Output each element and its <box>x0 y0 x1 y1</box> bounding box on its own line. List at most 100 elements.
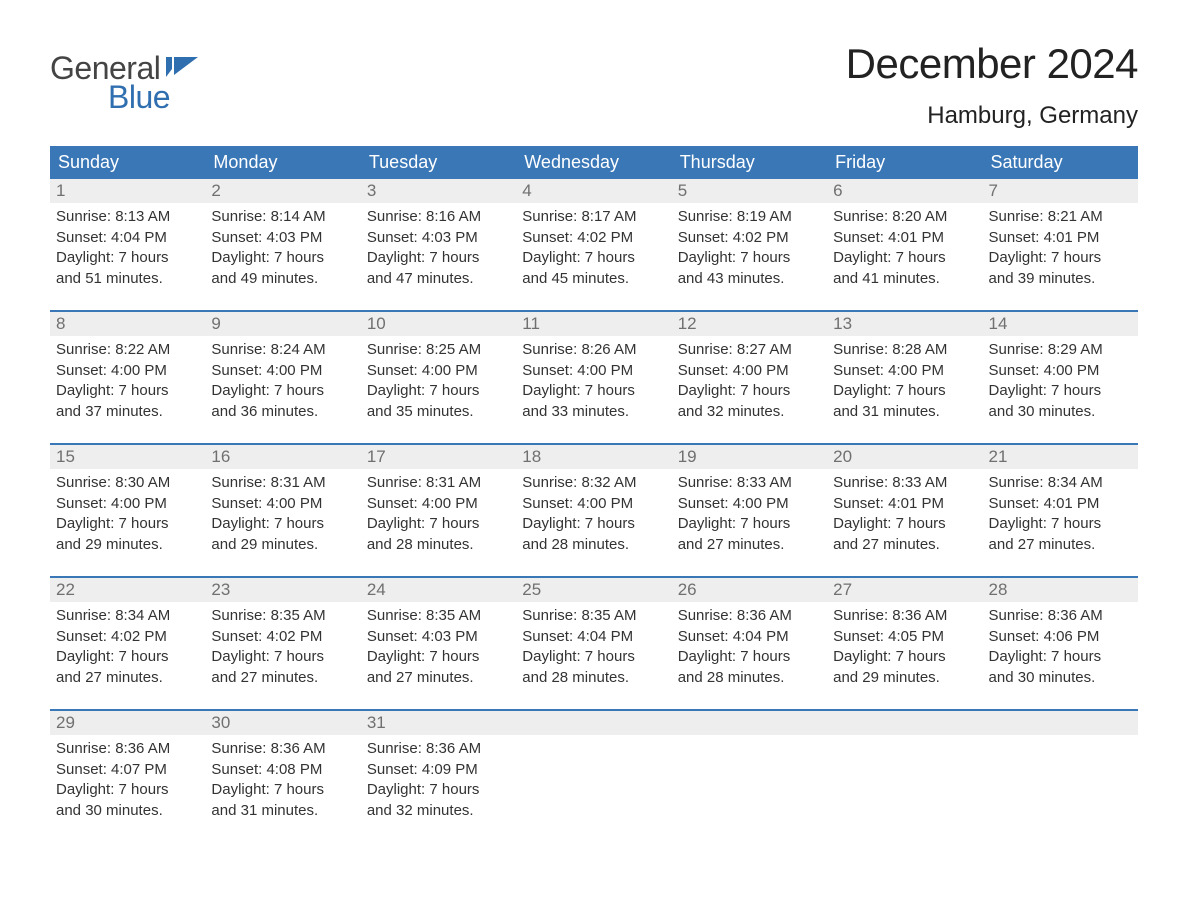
day-detail-cell: Sunrise: 8:20 AMSunset: 4:01 PMDaylight:… <box>827 203 982 311</box>
day-number-cell: 23 <box>205 577 360 602</box>
sunrise-line: Sunrise: 8:17 AM <box>522 207 665 228</box>
calendar-table: Sunday Monday Tuesday Wednesday Thursday… <box>50 146 1138 843</box>
sunrise-line: Sunrise: 8:14 AM <box>211 207 354 228</box>
day-number-cell: 19 <box>672 444 827 469</box>
sunset-line: Sunset: 4:06 PM <box>989 627 1132 648</box>
day-detail-cell: Sunrise: 8:19 AMSunset: 4:02 PMDaylight:… <box>672 203 827 311</box>
day-header: Monday <box>205 146 360 179</box>
sunset-line: Sunset: 4:03 PM <box>211 228 354 249</box>
logo: General Blue <box>50 50 200 116</box>
sunrise-line: Sunrise: 8:16 AM <box>367 207 510 228</box>
sunset-line: Sunset: 4:00 PM <box>522 361 665 382</box>
day-number-cell: 9 <box>205 311 360 336</box>
day-header: Tuesday <box>361 146 516 179</box>
day-number-cell <box>827 710 982 735</box>
day-detail-cell: Sunrise: 8:13 AMSunset: 4:04 PMDaylight:… <box>50 203 205 311</box>
daylight-line: Daylight: 7 hoursand 27 minutes. <box>211 647 354 688</box>
day-number-cell: 13 <box>827 311 982 336</box>
day-header: Sunday <box>50 146 205 179</box>
day-number-cell: 3 <box>361 179 516 203</box>
day-detail-cell <box>827 735 982 843</box>
day-number-row: 293031 <box>50 710 1138 735</box>
sunrise-line: Sunrise: 8:28 AM <box>833 340 976 361</box>
sunset-line: Sunset: 4:00 PM <box>56 494 199 515</box>
day-number-cell: 15 <box>50 444 205 469</box>
sunrise-line: Sunrise: 8:27 AM <box>678 340 821 361</box>
daylight-line: Daylight: 7 hoursand 27 minutes. <box>367 647 510 688</box>
day-number-row: 22232425262728 <box>50 577 1138 602</box>
sunrise-line: Sunrise: 8:36 AM <box>833 606 976 627</box>
day-number-cell <box>983 710 1138 735</box>
day-detail-cell: Sunrise: 8:24 AMSunset: 4:00 PMDaylight:… <box>205 336 360 444</box>
day-number-cell: 30 <box>205 710 360 735</box>
day-detail-cell: Sunrise: 8:36 AMSunset: 4:09 PMDaylight:… <box>361 735 516 843</box>
daylight-line: Daylight: 7 hoursand 28 minutes. <box>522 647 665 688</box>
daylight-line: Daylight: 7 hoursand 28 minutes. <box>678 647 821 688</box>
sunrise-line: Sunrise: 8:34 AM <box>56 606 199 627</box>
sunrise-line: Sunrise: 8:31 AM <box>367 473 510 494</box>
sunset-line: Sunset: 4:03 PM <box>367 627 510 648</box>
daylight-line: Daylight: 7 hoursand 27 minutes. <box>56 647 199 688</box>
day-detail-cell: Sunrise: 8:35 AMSunset: 4:02 PMDaylight:… <box>205 602 360 710</box>
day-header: Saturday <box>983 146 1138 179</box>
sunset-line: Sunset: 4:01 PM <box>989 494 1132 515</box>
day-detail-cell: Sunrise: 8:25 AMSunset: 4:00 PMDaylight:… <box>361 336 516 444</box>
daylight-line: Daylight: 7 hoursand 28 minutes. <box>367 514 510 555</box>
day-detail-row: Sunrise: 8:30 AMSunset: 4:00 PM Daylight:… <box>50 469 1138 577</box>
day-number-cell: 7 <box>983 179 1138 203</box>
day-detail-cell: Sunrise: 8:21 AMSunset: 4:01 PMDaylight:… <box>983 203 1138 311</box>
sunrise-line: Sunrise: 8:31 AM <box>211 473 354 494</box>
day-detail-cell: Sunrise: 8:34 AMSunset: 4:01 PMDaylight:… <box>983 469 1138 577</box>
sunset-line: Sunset: 4:00 PM <box>367 361 510 382</box>
daylight-line: Daylight: 7 hoursand 35 minutes. <box>367 381 510 422</box>
day-detail-cell: Sunrise: 8:34 AMSunset: 4:02 PMDaylight:… <box>50 602 205 710</box>
sunrise-line: Sunrise: 8:29 AM <box>989 340 1132 361</box>
title-block: December 2024 Hamburg, Germany <box>846 40 1138 130</box>
day-number-cell: 12 <box>672 311 827 336</box>
sunrise-line: Sunrise: 8:35 AM <box>211 606 354 627</box>
daylight-line: Daylight: 7 hoursand 32 minutes. <box>678 381 821 422</box>
day-detail-cell: Sunrise: 8:36 AMSunset: 4:04 PMDaylight:… <box>672 602 827 710</box>
daylight-line: Daylight: 7 hoursand 37 minutes. <box>56 381 199 422</box>
day-number-cell: 1 <box>50 179 205 203</box>
day-number-cell: 27 <box>827 577 982 602</box>
daylight-line: Daylight: 7 hoursand 47 minutes. <box>367 248 510 289</box>
day-detail-cell: Sunrise: 8:36 AMSunset: 4:07 PMDaylight:… <box>50 735 205 843</box>
sunrise-line: Sunrise: 8:21 AM <box>989 207 1132 228</box>
day-detail-cell: Sunrise: 8:31 AMSunset: 4:00 PMDaylight:… <box>361 469 516 577</box>
day-number-cell: 4 <box>516 179 671 203</box>
logo-word-blue: Blue <box>108 79 200 116</box>
day-number-cell: 18 <box>516 444 671 469</box>
sunrise-line: Sunrise: 8:22 AM <box>56 340 199 361</box>
sunset-line: Sunset: 4:03 PM <box>367 228 510 249</box>
day-number-cell: 11 <box>516 311 671 336</box>
sunset-line: Sunset: 4:09 PM <box>367 760 510 781</box>
header-bar: General Blue December 2024 Hamburg, Germ… <box>50 40 1138 130</box>
day-number-cell: 31 <box>361 710 516 735</box>
sunrise-line: Sunrise: 8:20 AM <box>833 207 976 228</box>
sunrise-line: Sunrise: 8:36 AM <box>989 606 1132 627</box>
sunrise-line: Sunrise: 8:25 AM <box>367 340 510 361</box>
day-number-cell: 28 <box>983 577 1138 602</box>
day-number-cell: 24 <box>361 577 516 602</box>
day-number-cell: 21 <box>983 444 1138 469</box>
sunset-line: Sunset: 4:02 PM <box>211 627 354 648</box>
sunset-line: Sunset: 4:01 PM <box>833 494 976 515</box>
sunrise-line: Sunrise: 8:30 AM <box>56 473 199 494</box>
day-header: Friday <box>827 146 982 179</box>
sunset-line: Sunset: 4:00 PM <box>678 361 821 382</box>
daylight-line: Daylight: 7 hoursand 32 minutes. <box>367 780 510 821</box>
day-number-cell: 14 <box>983 311 1138 336</box>
daylight-line: Daylight: 7 hoursand 28 minutes. <box>522 514 665 555</box>
day-detail-cell: Sunrise: 8:31 AMSunset: 4:00 PMDaylight:… <box>205 469 360 577</box>
month-title: December 2024 <box>846 40 1138 88</box>
sunset-line: Sunset: 4:00 PM <box>833 361 976 382</box>
sunrise-line: Sunrise: 8:35 AM <box>522 606 665 627</box>
daylight-line: Daylight: 7 hoursand 43 minutes. <box>678 248 821 289</box>
day-detail-row: Sunrise: 8:22 AMSunset: 4:00 PMDaylight:… <box>50 336 1138 444</box>
sunset-line: Sunset: 4:08 PM <box>211 760 354 781</box>
sunset-line: Sunset: 4:02 PM <box>56 627 199 648</box>
day-detail-cell: Sunrise: 8:33 AMSunset: 4:00 PMDaylight:… <box>672 469 827 577</box>
day-detail-cell: Sunrise: 8:30 AMSunset: 4:00 PMDaylight:… <box>50 469 205 577</box>
location-label: Hamburg, Germany <box>846 102 1138 130</box>
